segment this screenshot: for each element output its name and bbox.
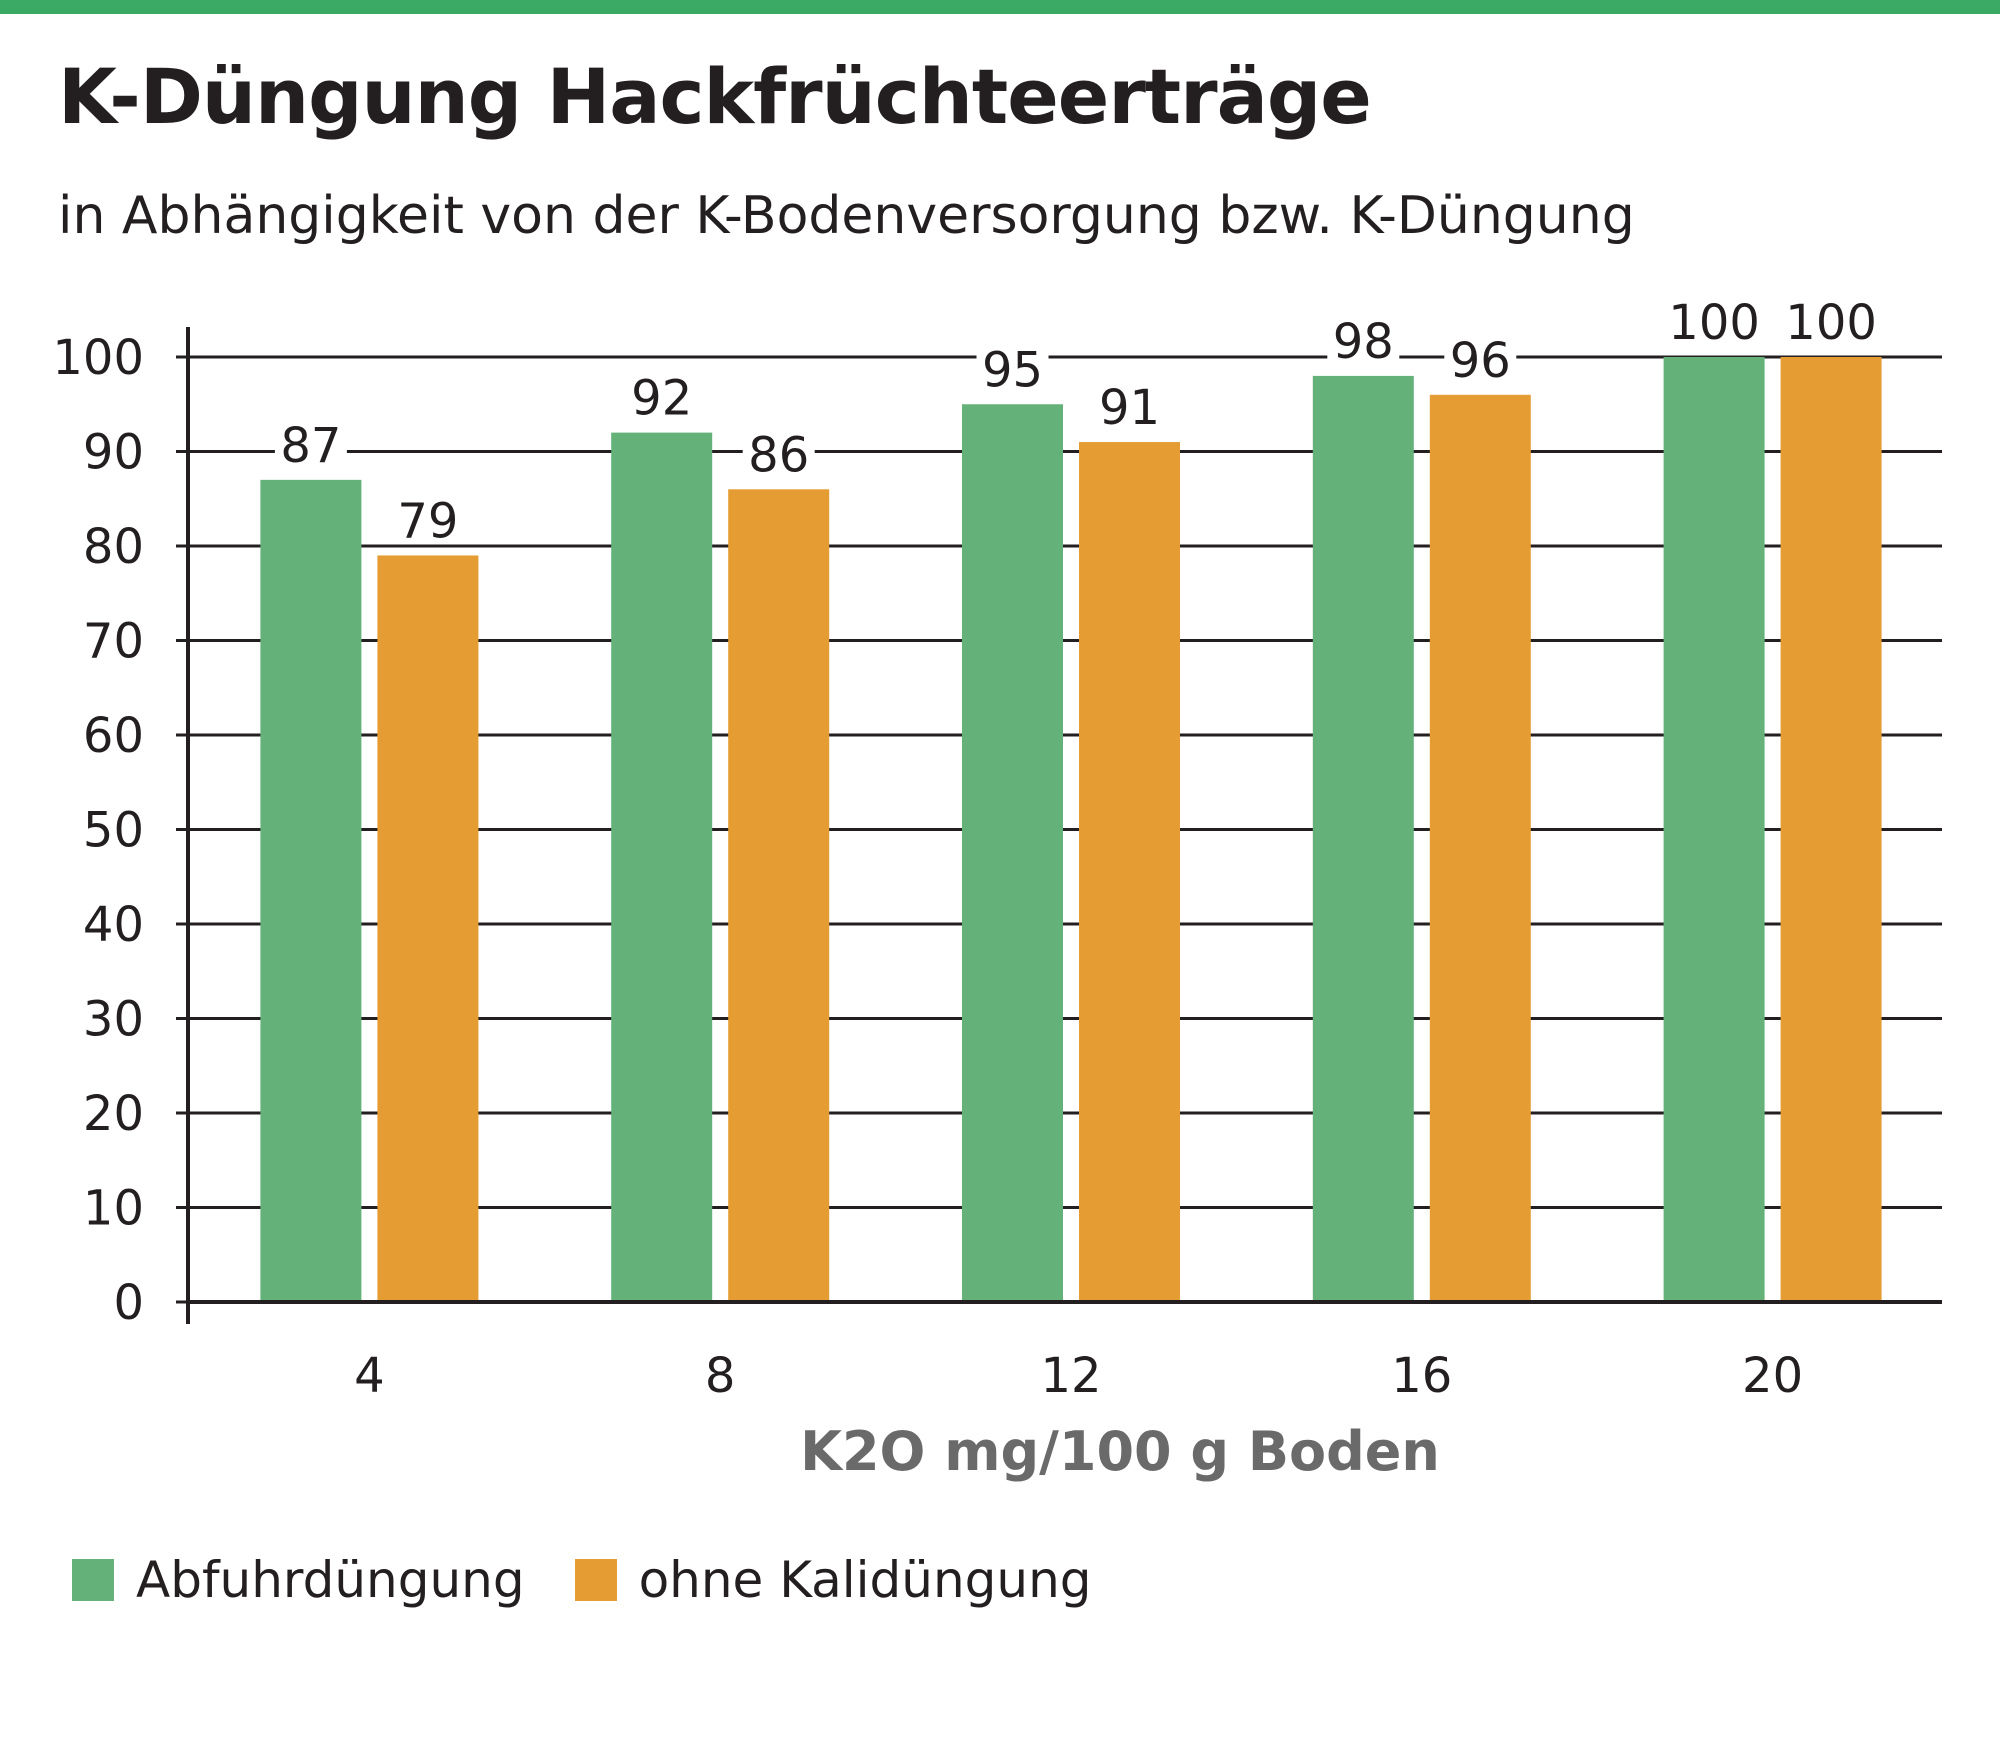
legend: Abfuhrdüngung ohne Kalidüngung [72, 1548, 1142, 1612]
x-tick-label: 4 [354, 1348, 385, 1404]
x-tick-label: 12 [1040, 1348, 1101, 1404]
y-tick-label: 10 [83, 1181, 144, 1237]
legend-item-ohne-kaliduengung: ohne Kalidüngung [574, 1551, 1092, 1609]
data-label-halo [1093, 380, 1166, 431]
legend-item-abfuhrduengung: Abfuhrdüngung [72, 1551, 525, 1609]
bar [1079, 442, 1180, 1302]
data-label: 95 [982, 342, 1043, 398]
y-tick-label: 90 [83, 425, 144, 481]
bar [1663, 357, 1765, 1302]
legend-swatch-green [72, 1559, 114, 1601]
bar [1312, 375, 1414, 1302]
y-tick-label: 30 [83, 992, 144, 1048]
bar [728, 489, 830, 1302]
bar [377, 555, 479, 1302]
y-tick-label: 80 [83, 519, 144, 575]
data-label: 98 [1333, 314, 1394, 370]
bar-chart: 87 79 92 86 95 91 98 96 100 100 0 10 20 30 40 50 60 70 80… [52, 300, 1942, 1483]
y-tick-label: 60 [83, 708, 144, 764]
data-label: 86 [748, 427, 809, 483]
y-tick-label: 100 [52, 330, 144, 386]
bar [260, 479, 362, 1303]
chart-subtitle: in Abhängigkeit von der K-Bodenversorgun… [58, 186, 1635, 246]
data-label-halo [742, 427, 815, 478]
x-axis-title: K2O mg/100 g Boden [800, 1420, 1440, 1483]
data-label-halo [274, 417, 347, 468]
y-tick-label: 0 [113, 1275, 144, 1331]
y-tick-label: 40 [83, 897, 144, 953]
x-tick-label: 20 [1742, 1348, 1803, 1404]
y-tick-label: 50 [83, 803, 144, 859]
data-label-halo [1444, 332, 1517, 383]
legend-label: Abfuhrdüngung [136, 1551, 525, 1609]
data-label: 96 [1450, 333, 1511, 389]
data-label-halo [976, 342, 1049, 393]
legend-label: ohne Kalidüngung [638, 1551, 1092, 1609]
top-accent-rule [0, 0, 2000, 14]
data-label: 91 [1099, 380, 1160, 436]
data-label-halo [391, 493, 464, 544]
y-tick-label: 20 [83, 1086, 144, 1142]
data-label-halo [1663, 300, 1765, 345]
data-label: 87 [280, 418, 341, 474]
data-label: 79 [397, 493, 458, 549]
bar [1780, 357, 1882, 1302]
x-tick-label: 8 [705, 1348, 736, 1404]
data-label: 100 [1785, 300, 1877, 351]
data-label-halo [625, 370, 698, 421]
legend-swatch-orange [574, 1559, 617, 1601]
data-label-halo [1780, 300, 1882, 345]
data-label: 100 [1668, 300, 1760, 351]
bar [962, 404, 1063, 1302]
chart-title: K-Düngung Hackfrüchteerträge [58, 52, 1372, 141]
bar [611, 432, 713, 1303]
data-label: 92 [631, 371, 692, 427]
data-label-halo [1327, 313, 1400, 364]
bar [1429, 394, 1531, 1302]
y-tick-label: 70 [83, 614, 144, 670]
x-tick-label: 16 [1391, 1348, 1452, 1404]
